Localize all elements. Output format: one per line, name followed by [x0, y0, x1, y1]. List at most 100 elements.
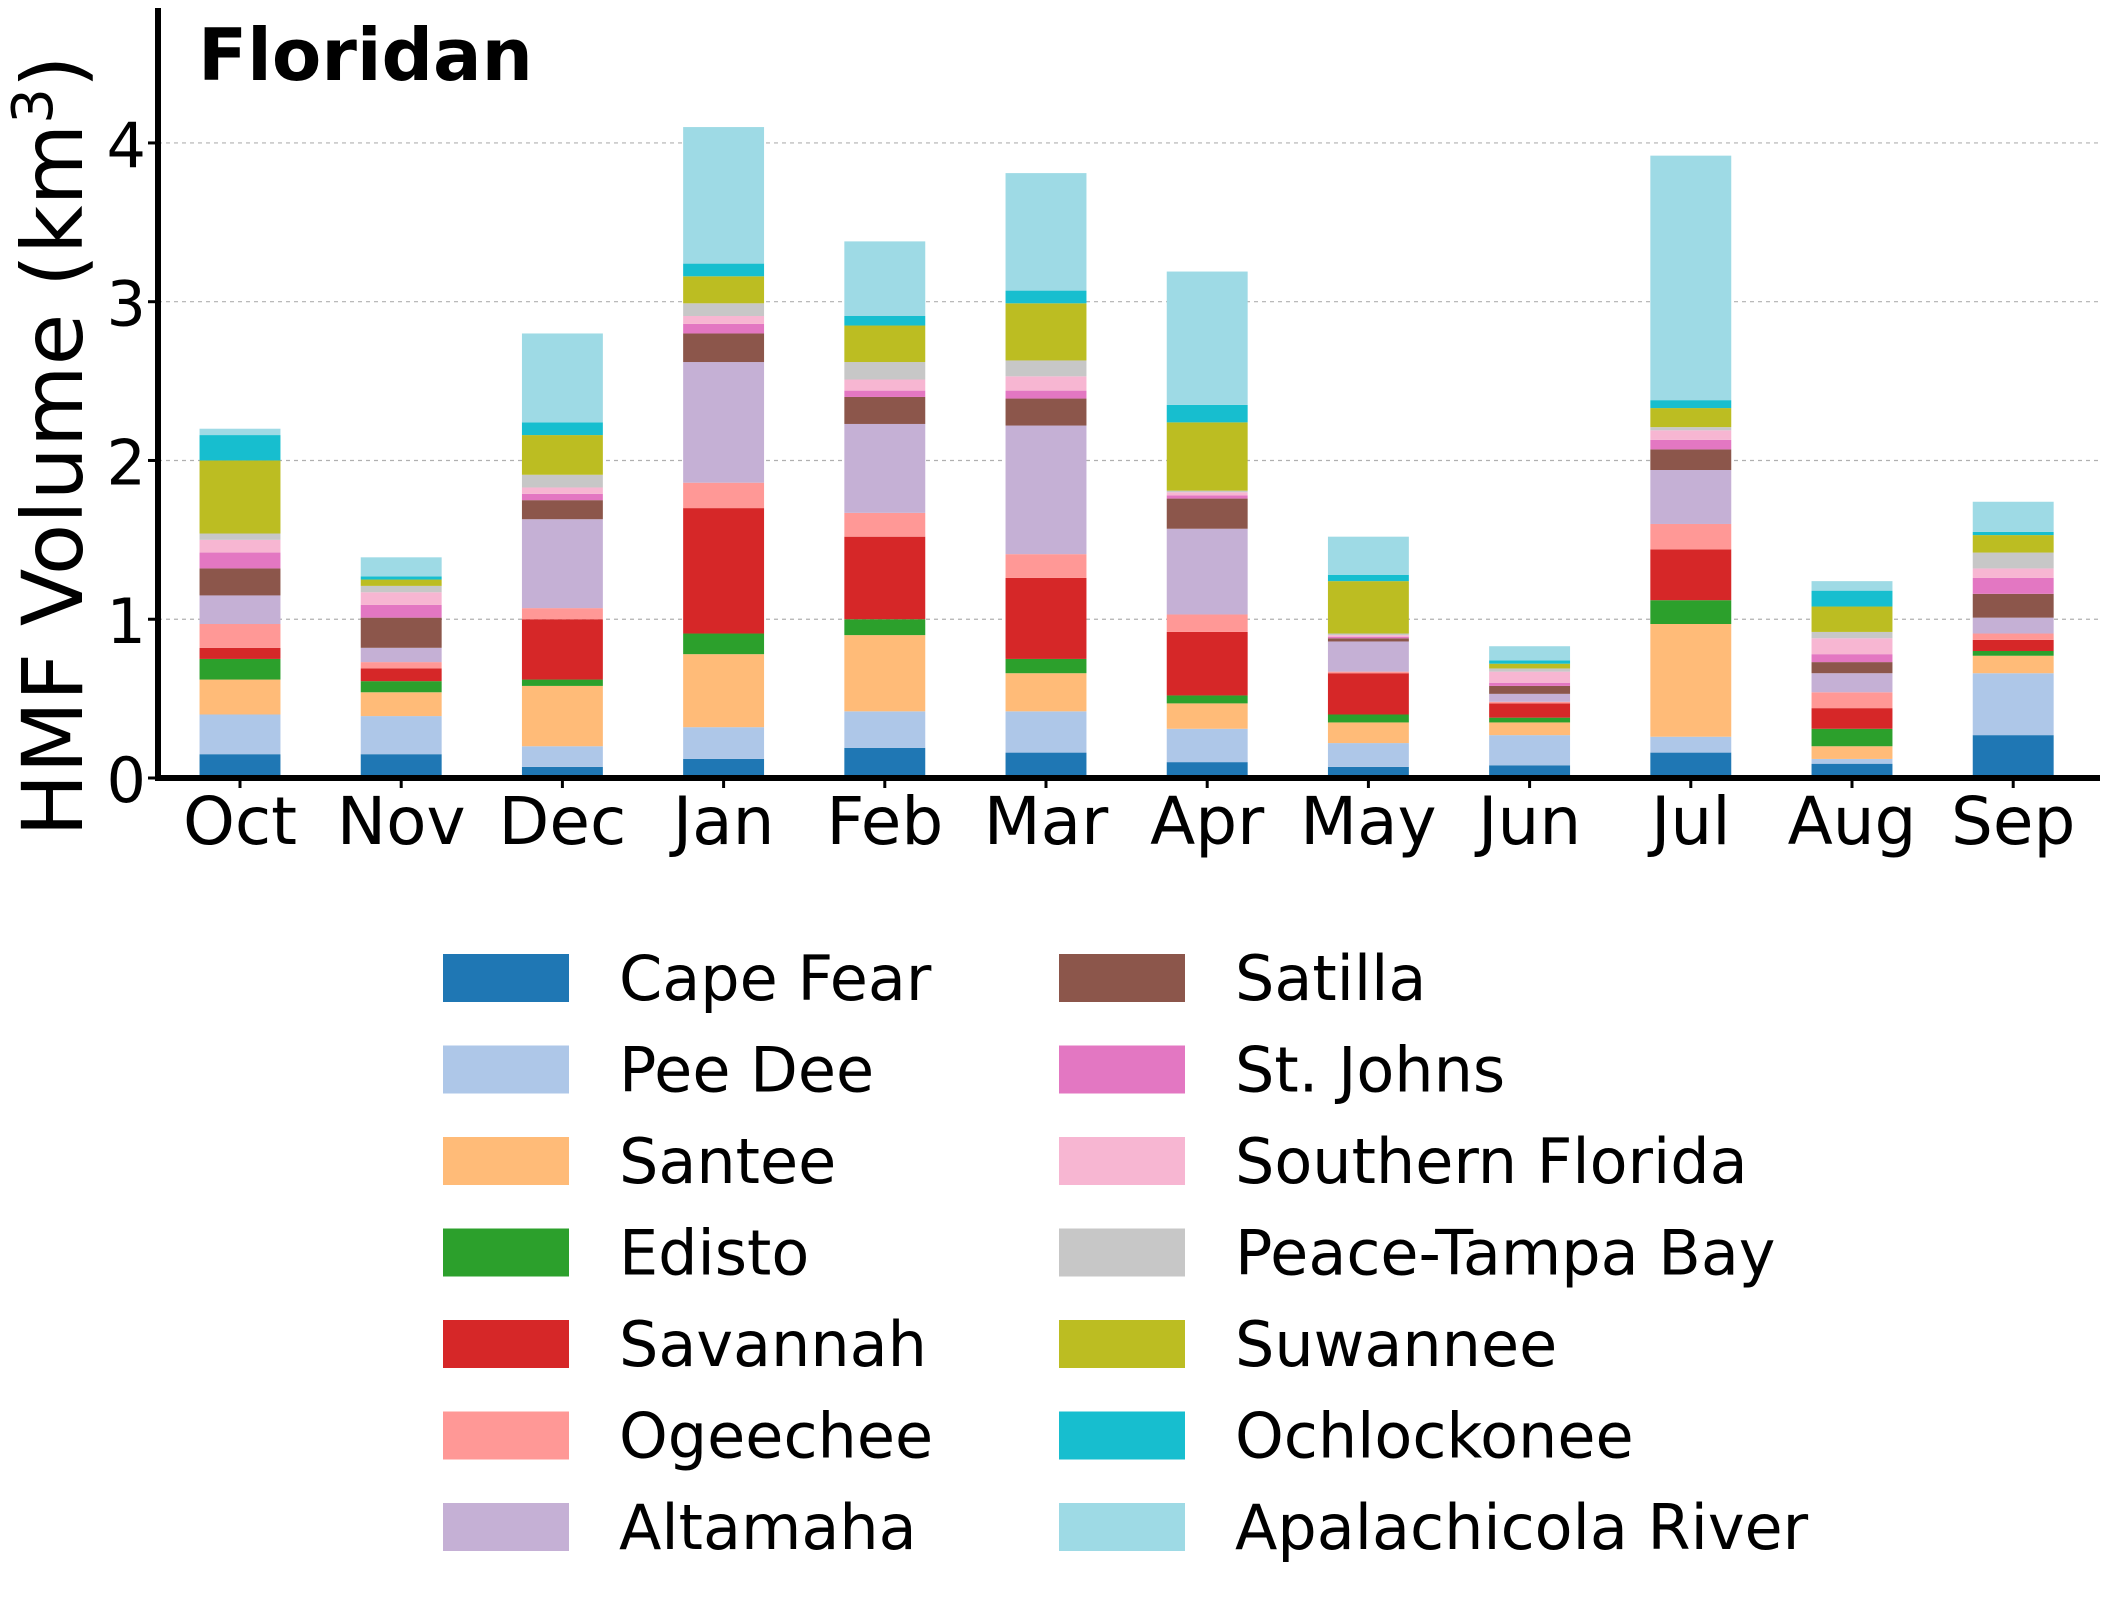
bar-segment [683, 482, 765, 509]
bar-segment [1166, 422, 1248, 491]
x-tick-label: Dec [499, 783, 627, 860]
bar-segment [844, 396, 926, 424]
bar-segment [521, 474, 603, 488]
bar-segment [1811, 638, 1893, 655]
bar-segment [1650, 624, 1732, 737]
bar-segment [1166, 695, 1248, 704]
bar-segment [844, 362, 926, 380]
legend-swatch [1059, 1411, 1185, 1460]
legend-label: Altamaha [619, 1491, 917, 1564]
legend-item: Southern Florida [1059, 1125, 1748, 1198]
y-axis-label-superscript: 3 [1, 88, 66, 124]
bar-segment [1166, 490, 1248, 493]
bar-segment [1327, 636, 1409, 639]
legend-item: St. Johns [1059, 1034, 1505, 1107]
bar-segment [683, 758, 765, 778]
bar-segment [1811, 763, 1893, 778]
legend-swatch [443, 954, 569, 1002]
bar-segment [199, 754, 281, 778]
bar-segment [844, 241, 926, 316]
bar-segment [199, 658, 281, 680]
bar-segment [1650, 155, 1732, 401]
bar-segment [521, 608, 603, 620]
y-tick-label: 4 [107, 109, 146, 182]
bar-segment [521, 519, 603, 609]
bar-segment [1972, 655, 2054, 674]
bar-segment [360, 592, 442, 605]
x-tick-label: Jan [669, 783, 775, 860]
x-tick-label: Feb [826, 783, 943, 860]
bar-segment [1327, 673, 1409, 715]
bar-segment [1327, 641, 1409, 672]
bar-segment [1650, 449, 1732, 470]
bar-segment [1489, 765, 1571, 778]
bar-segment [1489, 646, 1571, 661]
bar-segment [1166, 492, 1248, 496]
bar-segment [844, 316, 926, 326]
legend-label: St. Johns [1235, 1034, 1505, 1107]
bar-segment [1650, 400, 1732, 409]
bar-segment [1489, 682, 1571, 686]
legend-item: Apalachicola River [1059, 1491, 1809, 1564]
bar-segment [1327, 714, 1409, 723]
bar-segment [199, 568, 281, 596]
bar-segment [1650, 736, 1732, 753]
legend-swatch [1059, 1045, 1185, 1094]
bars [199, 127, 2054, 778]
bar-segment [1166, 495, 1248, 499]
legend-item: Santee [443, 1125, 836, 1198]
legend-swatch [443, 1411, 569, 1460]
bar-segment [844, 512, 926, 537]
x-tick-label: Jun [1474, 783, 1581, 860]
bar-segment [1327, 766, 1409, 778]
bar-segment [844, 390, 926, 397]
bar-segment [1489, 663, 1571, 669]
bar-segment [360, 617, 442, 648]
bar-segment [844, 747, 926, 778]
legend-swatch [443, 1045, 569, 1094]
bar-segment [1166, 271, 1248, 405]
bar-segment [1811, 662, 1893, 674]
bar-segment [683, 508, 765, 634]
bar-segment [1972, 577, 2054, 594]
y-axis-label: HMF Volume (km3) [1, 55, 102, 836]
bar-segment [1650, 523, 1732, 550]
legend-swatch [1059, 1503, 1185, 1551]
bar-segment [1005, 425, 1087, 555]
bar-segment [521, 685, 603, 747]
bar-segment [521, 333, 603, 423]
legend-swatch [443, 1320, 569, 1368]
bar-segment [360, 647, 442, 663]
bar-segment [683, 276, 765, 304]
bar-segment [844, 423, 926, 513]
legend-label: Satilla [1235, 942, 1426, 1015]
bar-segment [1005, 303, 1087, 361]
bar-segment [1489, 701, 1571, 704]
bar-segment [1489, 668, 1571, 672]
bar-segment [844, 536, 926, 620]
bar-segment [360, 557, 442, 577]
bar-segment [199, 428, 281, 436]
bar-segment [1811, 758, 1893, 764]
bar-segment [1005, 658, 1087, 674]
legend-label: Savannah [619, 1308, 927, 1381]
bar-segment [1811, 692, 1893, 709]
bar-segment [521, 422, 603, 436]
bar-segment [360, 662, 442, 669]
bar-segment [1005, 376, 1087, 391]
bar-segment [1650, 408, 1732, 428]
legend-item: Suwannee [1059, 1308, 1557, 1381]
bar-segment [199, 435, 281, 461]
bar-segment [360, 716, 442, 755]
bar-segment [1005, 290, 1087, 304]
bar-segment [521, 435, 603, 475]
bar-segment [1972, 552, 2054, 569]
bar-segment [521, 500, 603, 520]
bar-segment [844, 711, 926, 748]
y-tick-label: 2 [107, 426, 146, 499]
bar-segment [1005, 173, 1087, 291]
bar-segment [1005, 752, 1087, 778]
chart-title: Floridan [198, 13, 533, 97]
legend-item: Savannah [443, 1308, 927, 1381]
bar-segment [199, 539, 281, 553]
